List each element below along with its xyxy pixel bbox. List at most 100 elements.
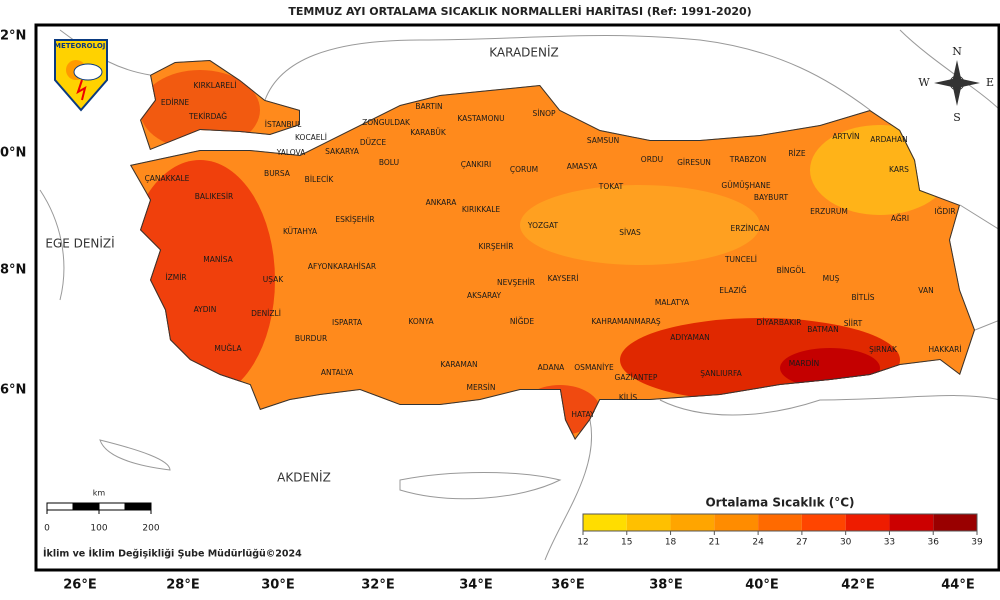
province-label: DENİZLİ xyxy=(251,309,281,318)
province-label: KOCAELİ xyxy=(295,133,327,142)
lon-label: 34°E xyxy=(459,578,492,593)
province-label: İSTANBUL xyxy=(265,120,302,129)
province-label: SİNOP xyxy=(532,109,555,118)
province-label: UŞAK xyxy=(263,275,285,284)
sea-label: KARADENİZ xyxy=(489,45,559,60)
province-label: VAN xyxy=(918,286,933,295)
province-label: TOKAT xyxy=(598,182,624,191)
legend-tick-label: 39 xyxy=(971,538,983,548)
province-label: BİLECİK xyxy=(305,175,335,184)
province-label: SAMSUN xyxy=(587,136,619,145)
province-label: GAZİANTEP xyxy=(615,373,658,382)
province-label: MUĞLA xyxy=(214,344,242,353)
province-label: KARAMAN xyxy=(440,360,477,369)
province-label: KAYSERİ xyxy=(548,274,579,283)
province-label: EDİRNE xyxy=(161,98,190,107)
logo-text: METEOROLOJİ xyxy=(54,41,108,50)
province-label: AFYONKARAHİSAR xyxy=(308,262,376,271)
legend-tick-label: 30 xyxy=(840,538,852,548)
province-label: SİVAS xyxy=(619,228,641,237)
province-label: ÇANAKKALE xyxy=(145,174,190,183)
scale-bar xyxy=(46,502,152,511)
province-label: BARTIN xyxy=(415,102,442,111)
sea-label: EGE DENİZİ xyxy=(45,236,114,251)
province-label: ARDAHAN xyxy=(870,135,908,144)
title: TEMMUZ AYI ORTALAMA SICAKLIK NORMALLERİ … xyxy=(288,4,751,18)
province-label: KIRKLARELİ xyxy=(193,81,236,90)
lon-label: 44°E xyxy=(941,578,974,593)
province-label: YOZGAT xyxy=(527,221,559,230)
footer: İklim ve İklim Değişikliği Şube Müdürlüğ… xyxy=(43,549,302,560)
legend-swatch xyxy=(933,514,977,531)
province-label: ERZİNCAN xyxy=(731,224,770,233)
scale-label: 200 xyxy=(142,524,159,534)
legend-tick-label: 18 xyxy=(665,538,677,548)
province-label: ÇANKIRI xyxy=(461,160,492,169)
province-label: YALOVA xyxy=(276,148,306,157)
lon-label: 32°E xyxy=(361,578,394,593)
province-label: ADIYAMAN xyxy=(670,333,709,342)
province-label: BURDUR xyxy=(295,334,327,343)
province-label: DÜZCE xyxy=(360,138,387,147)
province-label: ISPARTA xyxy=(332,318,363,327)
province-label: GİRESUN xyxy=(677,158,711,167)
province-label: GÜMÜŞHANE xyxy=(721,181,770,190)
legend-tick-label: 12 xyxy=(577,538,588,548)
compass-letter: N xyxy=(952,45,962,58)
province-label: HATAY xyxy=(571,410,595,419)
province-label: KASTAMONU xyxy=(457,114,504,123)
province-label: ANTALYA xyxy=(321,368,354,377)
province-label: ORDU xyxy=(641,155,663,164)
province-label: ERZURUM xyxy=(810,207,848,216)
province-label: MARDİN xyxy=(789,359,819,368)
lon-label: 26°E xyxy=(63,578,96,593)
lat-label: 6°N xyxy=(0,383,26,398)
province-label: BATMAN xyxy=(807,325,839,334)
legend-tick-label: 33 xyxy=(884,538,895,548)
province-label: İZMİR xyxy=(165,273,186,282)
province-label: KARABÜK xyxy=(410,128,447,137)
province-label: BALIKESİR xyxy=(195,192,234,201)
province-label: ŞIRNAK xyxy=(869,345,898,354)
lon-label: 28°E xyxy=(166,578,199,593)
legend-tick-label: 21 xyxy=(709,538,720,548)
legend-swatch xyxy=(714,514,759,531)
province-label: KONYA xyxy=(408,317,434,326)
lon-label: 40°E xyxy=(745,578,778,593)
province-label: KAHRAMANMARAŞ xyxy=(591,317,660,326)
legend-tick-label: 27 xyxy=(796,538,807,548)
scale-label: 100 xyxy=(90,524,107,534)
compass-rose xyxy=(934,60,980,106)
province-label: AMASYA xyxy=(567,162,598,171)
province-label: MERSİN xyxy=(466,383,495,392)
province-label: KİLİS xyxy=(619,393,638,402)
province-label: MALATYA xyxy=(655,298,690,307)
legend-title: Ortalama Sıcaklık (°C) xyxy=(705,496,854,510)
neighbors xyxy=(39,29,1000,561)
province-label: KIRŞEHİR xyxy=(479,242,514,251)
logo xyxy=(54,39,108,112)
province-label: BİNGÖL xyxy=(777,266,807,275)
province-label: HAKKARİ xyxy=(928,345,961,354)
province-label: ZONGULDAK xyxy=(362,118,411,127)
frame xyxy=(34,23,1000,572)
compass-letter: E xyxy=(986,76,994,89)
province-label: NİĞDE xyxy=(510,317,534,326)
legend-frame xyxy=(582,513,978,532)
legend-swatch xyxy=(583,514,627,531)
legend-tick-label: 15 xyxy=(621,538,632,548)
province-label: KIRIKKALE xyxy=(462,205,501,214)
province-label: MUŞ xyxy=(823,274,840,283)
compass-letter: S xyxy=(953,111,961,124)
province-label: IĞDIR xyxy=(934,207,955,216)
province-label: TRABZON xyxy=(729,155,766,164)
legend-swatch xyxy=(845,514,890,531)
scale-label: 0 xyxy=(44,524,50,534)
province-label: ŞANLIURFA xyxy=(700,369,742,378)
scale-unit: km xyxy=(93,489,106,498)
lon-label: 42°E xyxy=(841,578,874,593)
lon-label: 38°E xyxy=(649,578,682,593)
province-label: OSMANİYE xyxy=(574,363,614,372)
province-label: KÜTAHYA xyxy=(283,227,318,236)
